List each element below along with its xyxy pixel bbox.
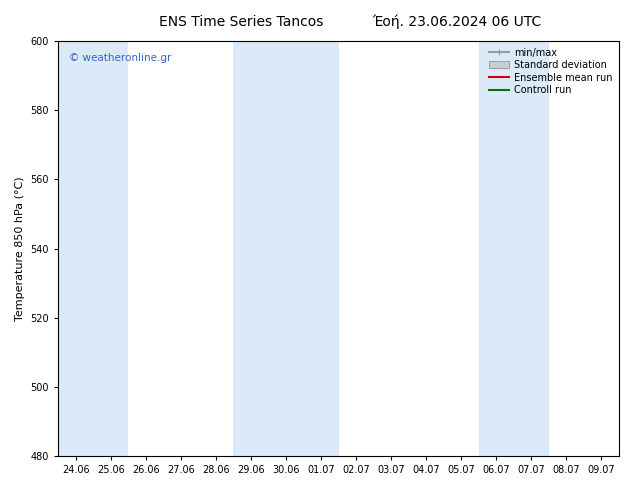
Text: ENS Time Series Tancos: ENS Time Series Tancos <box>158 15 323 29</box>
Text: Έοή. 23.06.2024 06 UTC: Έοή. 23.06.2024 06 UTC <box>372 15 541 29</box>
Y-axis label: Temperature 850 hPa (°C): Temperature 850 hPa (°C) <box>15 176 25 321</box>
Bar <box>58 41 128 456</box>
Text: © weatheronline.gr: © weatheronline.gr <box>70 53 172 64</box>
Legend: min/max, Standard deviation, Ensemble mean run, Controll run: min/max, Standard deviation, Ensemble me… <box>488 46 614 97</box>
Bar <box>233 41 339 456</box>
Bar <box>479 41 549 456</box>
